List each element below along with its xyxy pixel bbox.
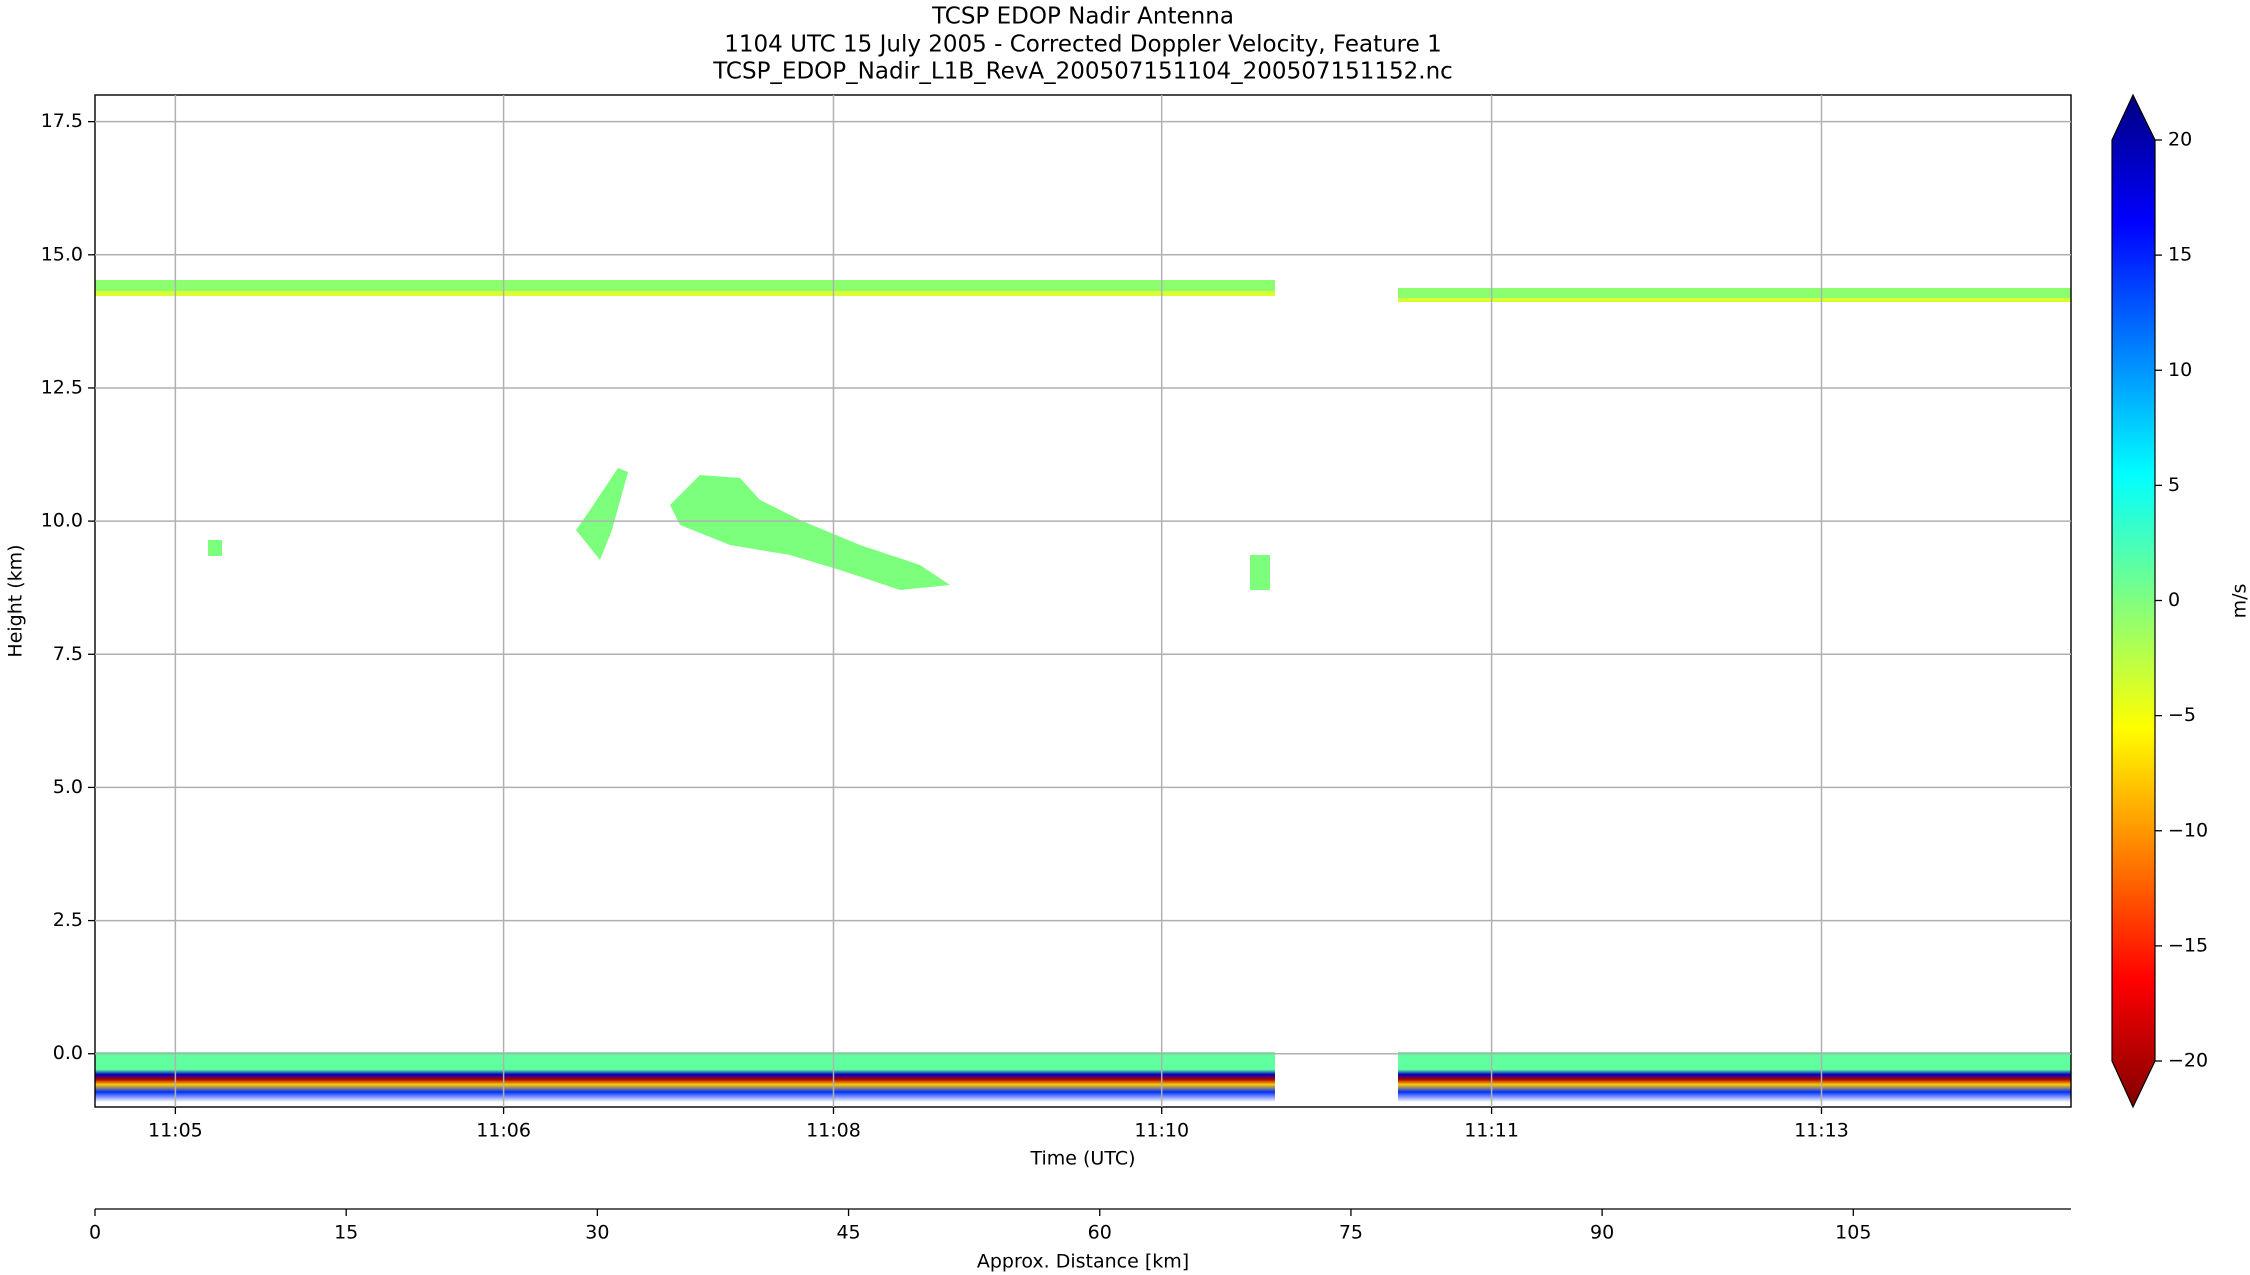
colorbar-tick-label: 15 [2168,244,2192,266]
plot-frame [94,94,2072,1108]
x-tick-label: 11:06 [476,1120,531,1142]
echo-cloud [576,468,628,560]
colorbar-tick-label: 0 [2168,589,2180,611]
y-tick-label: 0.0 [53,1042,83,1064]
x2-tick-label: 15 [334,1222,358,1244]
colorbar-tick-label: 5 [2168,474,2180,496]
colorbar [2111,93,2156,1109]
echo-cloud [208,540,222,556]
y-axis-label: Height (km) [5,544,27,657]
echoes [95,280,2071,1102]
echo-band [95,291,1275,296]
x2-tick-label: 60 [1088,1222,1112,1244]
colorbar-tick-label: 20 [2168,129,2192,151]
colorbar-tick-label: −5 [2168,704,2196,726]
x2-tick-label: 30 [585,1222,609,1244]
colorbar-tick-label: 10 [2168,359,2192,381]
x-tick-label: 11:08 [806,1120,861,1142]
x2-axis-label: Approx. Distance [km] [977,1251,1189,1273]
chart-title: 1104 UTC 15 July 2005 - Corrected Dopple… [724,32,1441,58]
x-tick-label: 11:11 [1464,1120,1519,1142]
y-tick-label: 7.5 [53,643,83,665]
echo-band [1398,298,2071,302]
chart-title: TCSP_EDOP_Nadir_L1B_RevA_200507151104_20… [712,59,1453,85]
echo-surface [95,1052,1275,1102]
colorbar-label: m/s [2229,584,2250,619]
y-tick-label: 17.5 [41,110,83,132]
echo-surface [1398,1052,2071,1102]
x2-tick-label: 90 [1590,1222,1614,1244]
colorbar-tick-label: −10 [2168,819,2208,841]
x2-tick-label: 75 [1339,1222,1363,1244]
colorbar-tick-label: −15 [2168,934,2208,956]
echo-cloud [670,475,950,590]
echo-cloud [1250,555,1270,590]
x2-tick-label: 45 [836,1222,860,1244]
y-tick-label: 15.0 [41,243,83,265]
x2-tick-label: 105 [1835,1222,1871,1244]
colorbar-tick-label: −20 [2168,1050,2208,1072]
x-tick-label: 11:05 [148,1120,203,1142]
y-tick-label: 2.5 [53,909,83,931]
y-tick-label: 12.5 [41,376,83,398]
y-tick-label: 5.0 [53,776,83,798]
x-axis-label: Time (UTC) [1029,1148,1135,1170]
x-tick-label: 11:13 [1794,1120,1849,1142]
x-tick-label: 11:10 [1134,1120,1189,1142]
y-tick-label: 10.0 [41,510,83,532]
x2-tick-label: 0 [89,1222,101,1244]
chart-title: TCSP EDOP Nadir Antenna [931,4,1234,30]
